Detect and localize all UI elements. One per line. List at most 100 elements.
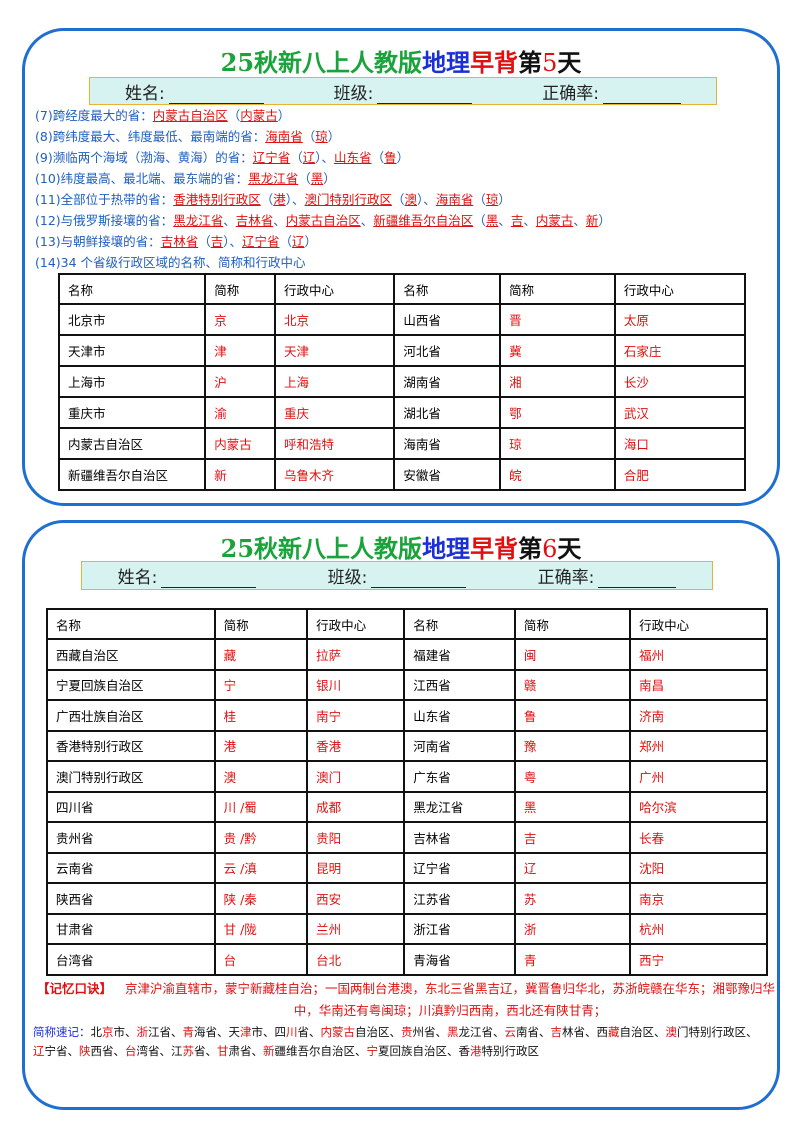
item-text: （ xyxy=(473,192,486,207)
table-row: 宁夏回族自治区宁银川 江西省赣南昌 xyxy=(46,668,768,701)
cell: 吉 xyxy=(513,821,632,854)
table-row: 香港特别行政区港香港 河南省豫郑州 xyxy=(46,729,768,762)
shorthand-entry: 北京市、 xyxy=(90,1025,137,1039)
table-row: 西藏自治区藏拉萨 福建省闽福州 xyxy=(46,638,768,671)
cell: 鄂 xyxy=(499,396,616,429)
cell: 青海省 xyxy=(403,943,516,976)
table-row: 天津市津天津 河北省冀石家庄 xyxy=(57,334,747,367)
shorthand-key: 云 xyxy=(504,1025,517,1039)
header-cell: 名称 xyxy=(46,608,216,640)
item-number: (13) xyxy=(35,234,61,249)
cell: 安徽省 xyxy=(393,458,502,491)
item-text: ）、 xyxy=(417,192,436,207)
item-text: 、 xyxy=(573,213,586,228)
cell: 皖 xyxy=(499,458,616,491)
cell: 云南省 xyxy=(46,851,216,884)
shorthand-key: 苏 xyxy=(182,1044,195,1058)
shorthand-key: 川 xyxy=(286,1025,298,1039)
item-number: (7) xyxy=(35,108,53,123)
card-title: 25秋新八上人教版地理早背第6天 xyxy=(25,529,777,564)
cell: 贵州省 xyxy=(46,821,216,854)
item-text: 、 xyxy=(223,213,236,228)
item-text: ）、 xyxy=(223,234,242,249)
cell: 藏 xyxy=(213,638,309,671)
mnemonic-label: 【记忆口诀】 xyxy=(37,981,113,996)
item: (8)跨纬度最大、纬度最低、最南端的省：海南省（琼） xyxy=(35,126,611,147)
cell: 福州 xyxy=(629,638,768,671)
cell: 浙江省 xyxy=(403,912,516,945)
info-field: 班级: xyxy=(334,79,473,104)
blank-line xyxy=(377,87,473,104)
cell: 上海市 xyxy=(57,365,207,398)
answer: 新 xyxy=(585,213,599,228)
cell: 南京 xyxy=(629,882,768,915)
table-row: 上海市沪上海 湖南省湘长沙 xyxy=(57,365,747,398)
cell: 京 xyxy=(204,303,277,336)
item: (9)濒临两个海域（渤海、黄海）的省：辽宁省（辽）、山东省（鲁） xyxy=(35,147,611,168)
header-cell: 行政中心 xyxy=(629,608,768,640)
header-cell: 简称 xyxy=(499,273,616,305)
cell: 内蒙古自治区 xyxy=(57,427,207,460)
cell: 长春 xyxy=(629,821,768,854)
info-label: 班级: xyxy=(333,83,374,104)
table: 名称 简称 行政中心 名称 简称 行政中心 西藏自治区藏拉萨 福建省闽福州 宁夏回族自治区宁银川… xyxy=(46,608,768,976)
table-row: 北京市京北京 山西省晋太原 xyxy=(57,303,747,336)
cell: 桂 xyxy=(213,699,309,732)
cell: 北京 xyxy=(274,303,396,336)
item-text: （ xyxy=(290,150,303,165)
cell: 山西省 xyxy=(393,303,502,336)
item: (12)与俄罗斯接壤的省：黑龙江省、吉林省、内蒙古自治区、新疆维吾尔自治区（黑、… xyxy=(35,210,611,231)
cell: 成都 xyxy=(306,790,406,823)
shorthand-entry: 云南省、 xyxy=(504,1025,551,1039)
cell: 重庆市 xyxy=(57,396,207,429)
answer: 澳门特别行政区 xyxy=(304,192,393,207)
shorthand-key: 台 xyxy=(125,1044,137,1058)
answer: 港 xyxy=(273,192,286,207)
card: 25秋新八上人教版地理早背第6天 姓名: 班级: 正确率: 名称 简称 行政中心 名称 简称 行政… xyxy=(22,520,780,1110)
shorthand-entry: 宁夏回族自治区、 xyxy=(366,1044,459,1058)
item-text: 34 个省级行政区域的名称、简称和行政中心 xyxy=(60,255,306,270)
shorthand-entry: 香港特别行政区 xyxy=(458,1044,540,1058)
cell: 宁 xyxy=(213,668,309,701)
item-text: 濒临两个海域（渤海、黄海）的省： xyxy=(52,150,253,165)
cell: 兰州 xyxy=(306,912,406,945)
item-text: ） xyxy=(277,108,291,123)
cell: 呼和浩特 xyxy=(274,427,396,460)
answer: 琼 xyxy=(315,129,328,144)
item: (11)全部位于热带的省：香港特别行政区（港）、澳门特别行政区（澳）、海南省（琼… xyxy=(35,189,611,210)
cell: 拉萨 xyxy=(306,638,406,671)
cell: 陕 /秦 xyxy=(213,882,309,915)
title-part: 6 xyxy=(542,535,558,563)
mnemonic: 【记忆口诀】 京津沪渝直辖市，蒙宁新藏桂自治；一国两制台港澳，东北三省黑吉辽，冀晋… xyxy=(37,978,782,1022)
item: (14)34 个省级行政区域的名称、简称和行政中心 xyxy=(35,252,611,273)
cell: 黑 xyxy=(513,790,632,823)
item-text: 与朝鲜接壤的省： xyxy=(60,234,161,249)
item-text: 、 xyxy=(523,213,536,228)
table: 名称 简称 行政中心 名称 简称 行政中心 北京市京北京 山西省晋太原 天津市津天津 河北省冀石家… xyxy=(57,273,747,491)
item-text: （ xyxy=(371,150,385,165)
cell: 杭州 xyxy=(629,912,768,945)
answer: 吉林省 xyxy=(160,234,199,249)
title-part: 地理 xyxy=(422,48,471,77)
shorthand-key: 黑 xyxy=(447,1025,459,1039)
shorthand-key: 浙 xyxy=(136,1025,149,1039)
info-field: 正确率: xyxy=(538,563,677,588)
mnemonic-text: 京津沪渝直辖市，蒙宁新藏桂自治；一国两制台港澳，东北三省黑吉辽，冀晋鲁归华北，苏… xyxy=(125,981,776,1018)
item-text: 、 xyxy=(273,213,286,228)
item-text: （ xyxy=(198,234,211,249)
answer: 辽宁省 xyxy=(242,234,280,249)
cell: 山东省 xyxy=(403,699,516,732)
item: (13)与朝鲜接壤的省：吉林省（吉）、辽宁省（辽） xyxy=(35,231,611,252)
table-row: 重庆市渝重庆 湖北省鄂武汉 xyxy=(57,396,747,429)
item-text: 全部位于热带的省： xyxy=(60,192,174,207)
cell: 香港 xyxy=(306,729,406,762)
cell: 晋 xyxy=(499,303,616,336)
cell: 沈阳 xyxy=(629,851,768,884)
answer: 吉林省 xyxy=(235,213,274,228)
cell: 贵阳 xyxy=(306,821,406,854)
shorthand-key: 青 xyxy=(182,1025,195,1039)
blank-line xyxy=(598,571,677,588)
cell: 苏 xyxy=(513,882,632,915)
cell: 甘肃省 xyxy=(46,912,216,945)
